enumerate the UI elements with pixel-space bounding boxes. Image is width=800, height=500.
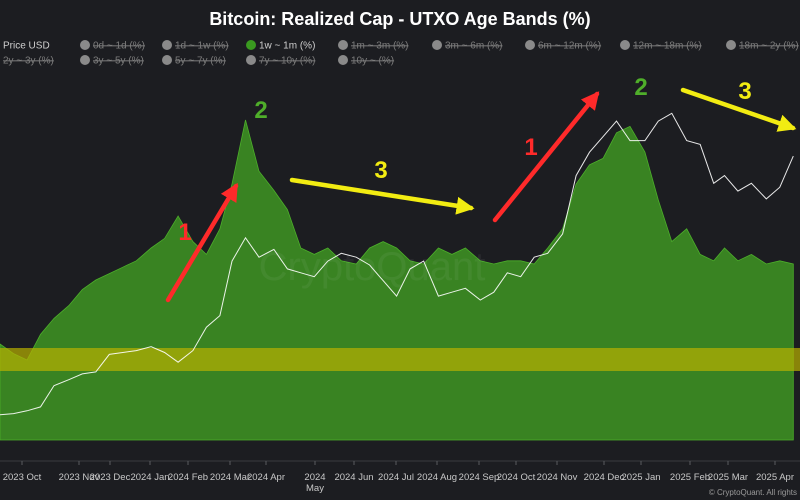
legend-marker xyxy=(80,40,90,50)
x-tick-label: 2023 Nov xyxy=(59,472,100,483)
annotation-label: 3 xyxy=(374,157,387,184)
trend-arrow xyxy=(680,87,797,132)
legend-label: Price USD xyxy=(3,41,50,52)
annotation-label: 2 xyxy=(254,97,267,124)
legend-item[interactable]: 3m ~ 6m (%) xyxy=(432,40,503,52)
legend-marker xyxy=(162,40,172,50)
legend-label: 10y ~ (%) xyxy=(351,56,394,67)
x-tick-label: 2024 Apr xyxy=(247,472,285,483)
x-tick-label: 2024 May xyxy=(304,472,325,494)
legend-label: 2y ~ 3y (%) xyxy=(3,56,54,67)
x-tick-label: 2024 Jan xyxy=(130,472,169,483)
x-tick-label: 2025 Mar xyxy=(708,472,748,483)
trend-arrow xyxy=(289,177,475,215)
x-tick-label: 2025 Apr xyxy=(756,472,794,483)
legend-label: 6m ~ 12m (%) xyxy=(538,41,601,52)
legend-item[interactable]: 1m ~ 3m (%) xyxy=(338,40,409,52)
trend-arrow xyxy=(492,91,600,223)
credit-text: © CryptoQuant. All rights xyxy=(709,488,797,497)
legend-item[interactable]: 12m ~ 18m (%) xyxy=(620,40,702,52)
annotation-label: 2 xyxy=(634,74,647,101)
legend-item[interactable]: 1d ~ 1w (%) xyxy=(162,40,229,52)
legend-item[interactable]: Price USD xyxy=(0,41,50,52)
x-tick-label: 2024 Jun xyxy=(334,472,373,483)
legend: Price USD 0d ~ 1d (%) 1d ~ 1w (%) 1w ~ 1m (… xyxy=(0,40,799,67)
chart-title: Bitcoin: Realized Cap - UTXO Age Bands (… xyxy=(209,9,590,29)
annotation-label: 1 xyxy=(178,219,191,246)
watermark: CryptoQuant xyxy=(259,245,486,289)
x-tick-label: 2024 Oct xyxy=(497,472,536,483)
trend-arrow xyxy=(165,182,239,303)
legend-item[interactable]: 2y ~ 3y (%) xyxy=(0,55,54,67)
legend-item[interactable]: 5y ~ 7y (%) xyxy=(162,55,226,67)
x-tick-label: 2024 Feb xyxy=(168,472,208,483)
x-tick-label: 2024 Jul xyxy=(378,472,414,483)
x-tick-label: 2024 Nov xyxy=(537,472,578,483)
legend-label: 5y ~ 7y (%) xyxy=(175,56,226,67)
legend-marker xyxy=(338,40,348,50)
legend-label: 12m ~ 18m (%) xyxy=(633,41,702,52)
legend-label: 3y ~ 5y (%) xyxy=(93,56,144,67)
legend-item[interactable]: 10y ~ (%) xyxy=(338,55,394,67)
legend-marker xyxy=(162,55,172,65)
legend-label: 1d ~ 1w (%) xyxy=(175,41,229,52)
legend-marker xyxy=(432,40,442,50)
price-line xyxy=(0,112,794,416)
legend-item[interactable]: 0d ~ 1d (%) xyxy=(80,40,145,52)
legend-label: 1m ~ 3m (%) xyxy=(351,41,409,52)
x-tick-label: 2024 Dec xyxy=(584,472,625,483)
x-tick-label: 2023 Oct xyxy=(3,472,42,483)
x-tick-label: 2023 Dec xyxy=(90,472,131,483)
legend-item[interactable]: 18m ~ 2y (%) xyxy=(726,40,799,52)
highlight-band xyxy=(0,348,800,371)
legend-item[interactable]: 7y ~ 10y (%) xyxy=(246,55,315,67)
legend-label: 18m ~ 2y (%) xyxy=(739,41,799,52)
legend-label: 1w ~ 1m (%) xyxy=(259,41,315,52)
legend-marker xyxy=(246,55,256,65)
x-tick-label: 2024 Sep xyxy=(459,472,500,483)
legend-item[interactable]: 6m ~ 12m (%) xyxy=(525,40,601,52)
legend-item[interactable]: 3y ~ 5y (%) xyxy=(80,55,144,67)
legend-label: 7y ~ 10y (%) xyxy=(259,56,315,67)
legend-marker xyxy=(620,40,630,50)
x-tick-label: 2024 Mar xyxy=(210,472,250,483)
legend-marker xyxy=(726,40,736,50)
x-tick-label: 2025 Feb xyxy=(670,472,710,483)
legend-marker xyxy=(80,55,90,65)
legend-marker xyxy=(338,55,348,65)
annotation-label: 3 xyxy=(738,78,751,105)
legend-marker xyxy=(246,40,256,50)
legend-label: 0d ~ 1d (%) xyxy=(93,41,145,52)
legend-label: 3m ~ 6m (%) xyxy=(445,41,503,52)
annotation-label: 1 xyxy=(524,134,537,161)
x-tick-label: 2025 Jan xyxy=(621,472,660,483)
plot-area xyxy=(0,112,800,441)
legend-marker xyxy=(525,40,535,50)
x-tick-label: 2024 Aug xyxy=(417,472,457,483)
legend-item[interactable]: 1w ~ 1m (%) xyxy=(246,40,315,52)
annotations: 1 2 3 1 2 3 xyxy=(165,74,797,303)
